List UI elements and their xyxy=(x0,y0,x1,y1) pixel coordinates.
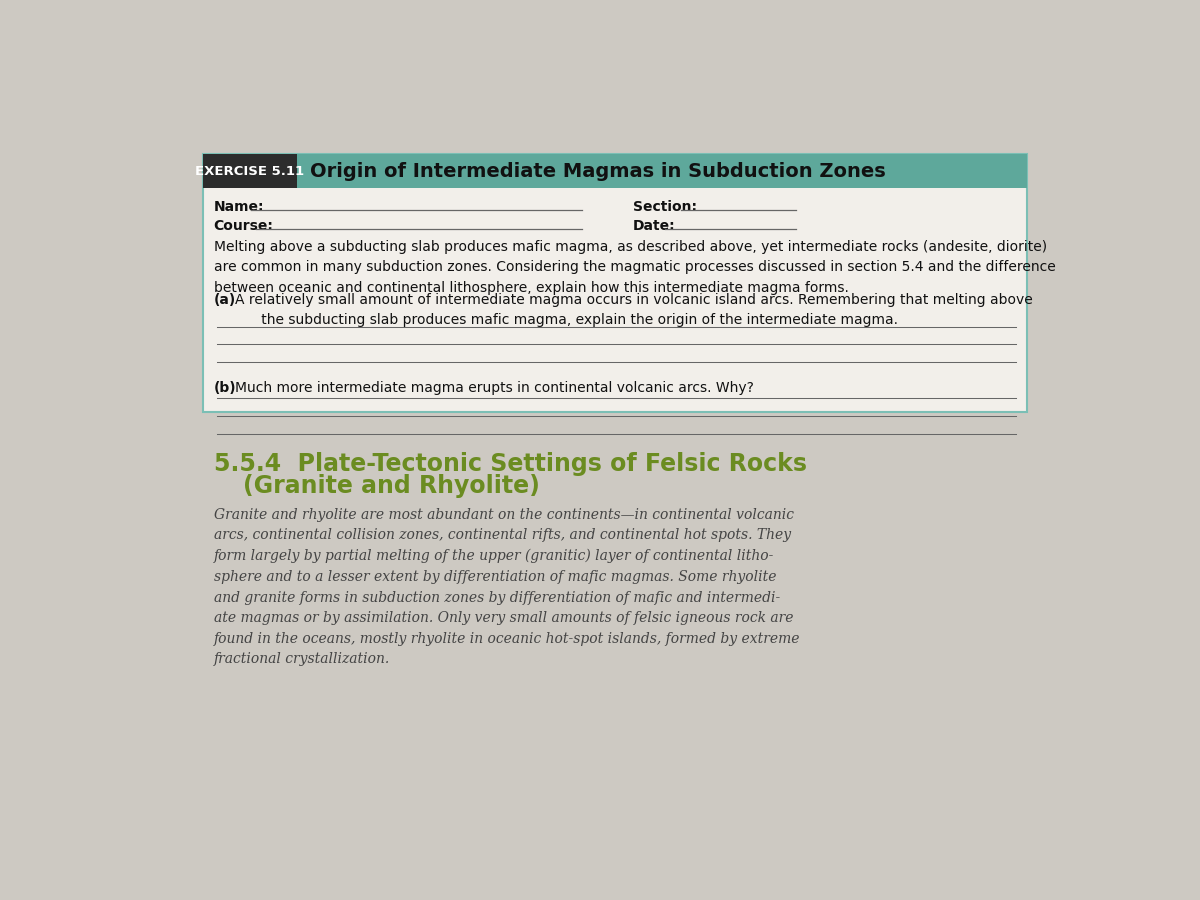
Text: Granite and rhyolite are most abundant on the continents—in continental volcanic: Granite and rhyolite are most abundant o… xyxy=(214,508,800,667)
FancyBboxPatch shape xyxy=(203,154,298,188)
Text: Much more intermediate magma erupts in continental volcanic arcs. Why?: Much more intermediate magma erupts in c… xyxy=(235,382,754,395)
FancyBboxPatch shape xyxy=(203,154,1027,412)
Text: (Granite and Rhyolite): (Granite and Rhyolite) xyxy=(242,473,540,498)
Text: Name:: Name: xyxy=(214,201,264,214)
Text: 5.5.4  Plate-Tectonic Settings of Felsic Rocks: 5.5.4 Plate-Tectonic Settings of Felsic … xyxy=(214,452,806,476)
Text: (a): (a) xyxy=(214,292,236,307)
Text: (b): (b) xyxy=(214,382,236,395)
Text: Origin of Intermediate Magmas in Subduction Zones: Origin of Intermediate Magmas in Subduct… xyxy=(310,162,886,181)
Text: Melting above a subducting slab produces mafic magma, as described above, yet in: Melting above a subducting slab produces… xyxy=(214,240,1055,294)
Text: Date:: Date: xyxy=(632,219,676,233)
Text: Course:: Course: xyxy=(214,219,274,233)
Text: A relatively small amount of intermediate magma occurs in volcanic island arcs. : A relatively small amount of intermediat… xyxy=(235,292,1033,327)
Text: EXERCISE 5.11: EXERCISE 5.11 xyxy=(196,165,305,177)
Text: Section:: Section: xyxy=(632,201,697,214)
FancyBboxPatch shape xyxy=(203,154,1027,188)
